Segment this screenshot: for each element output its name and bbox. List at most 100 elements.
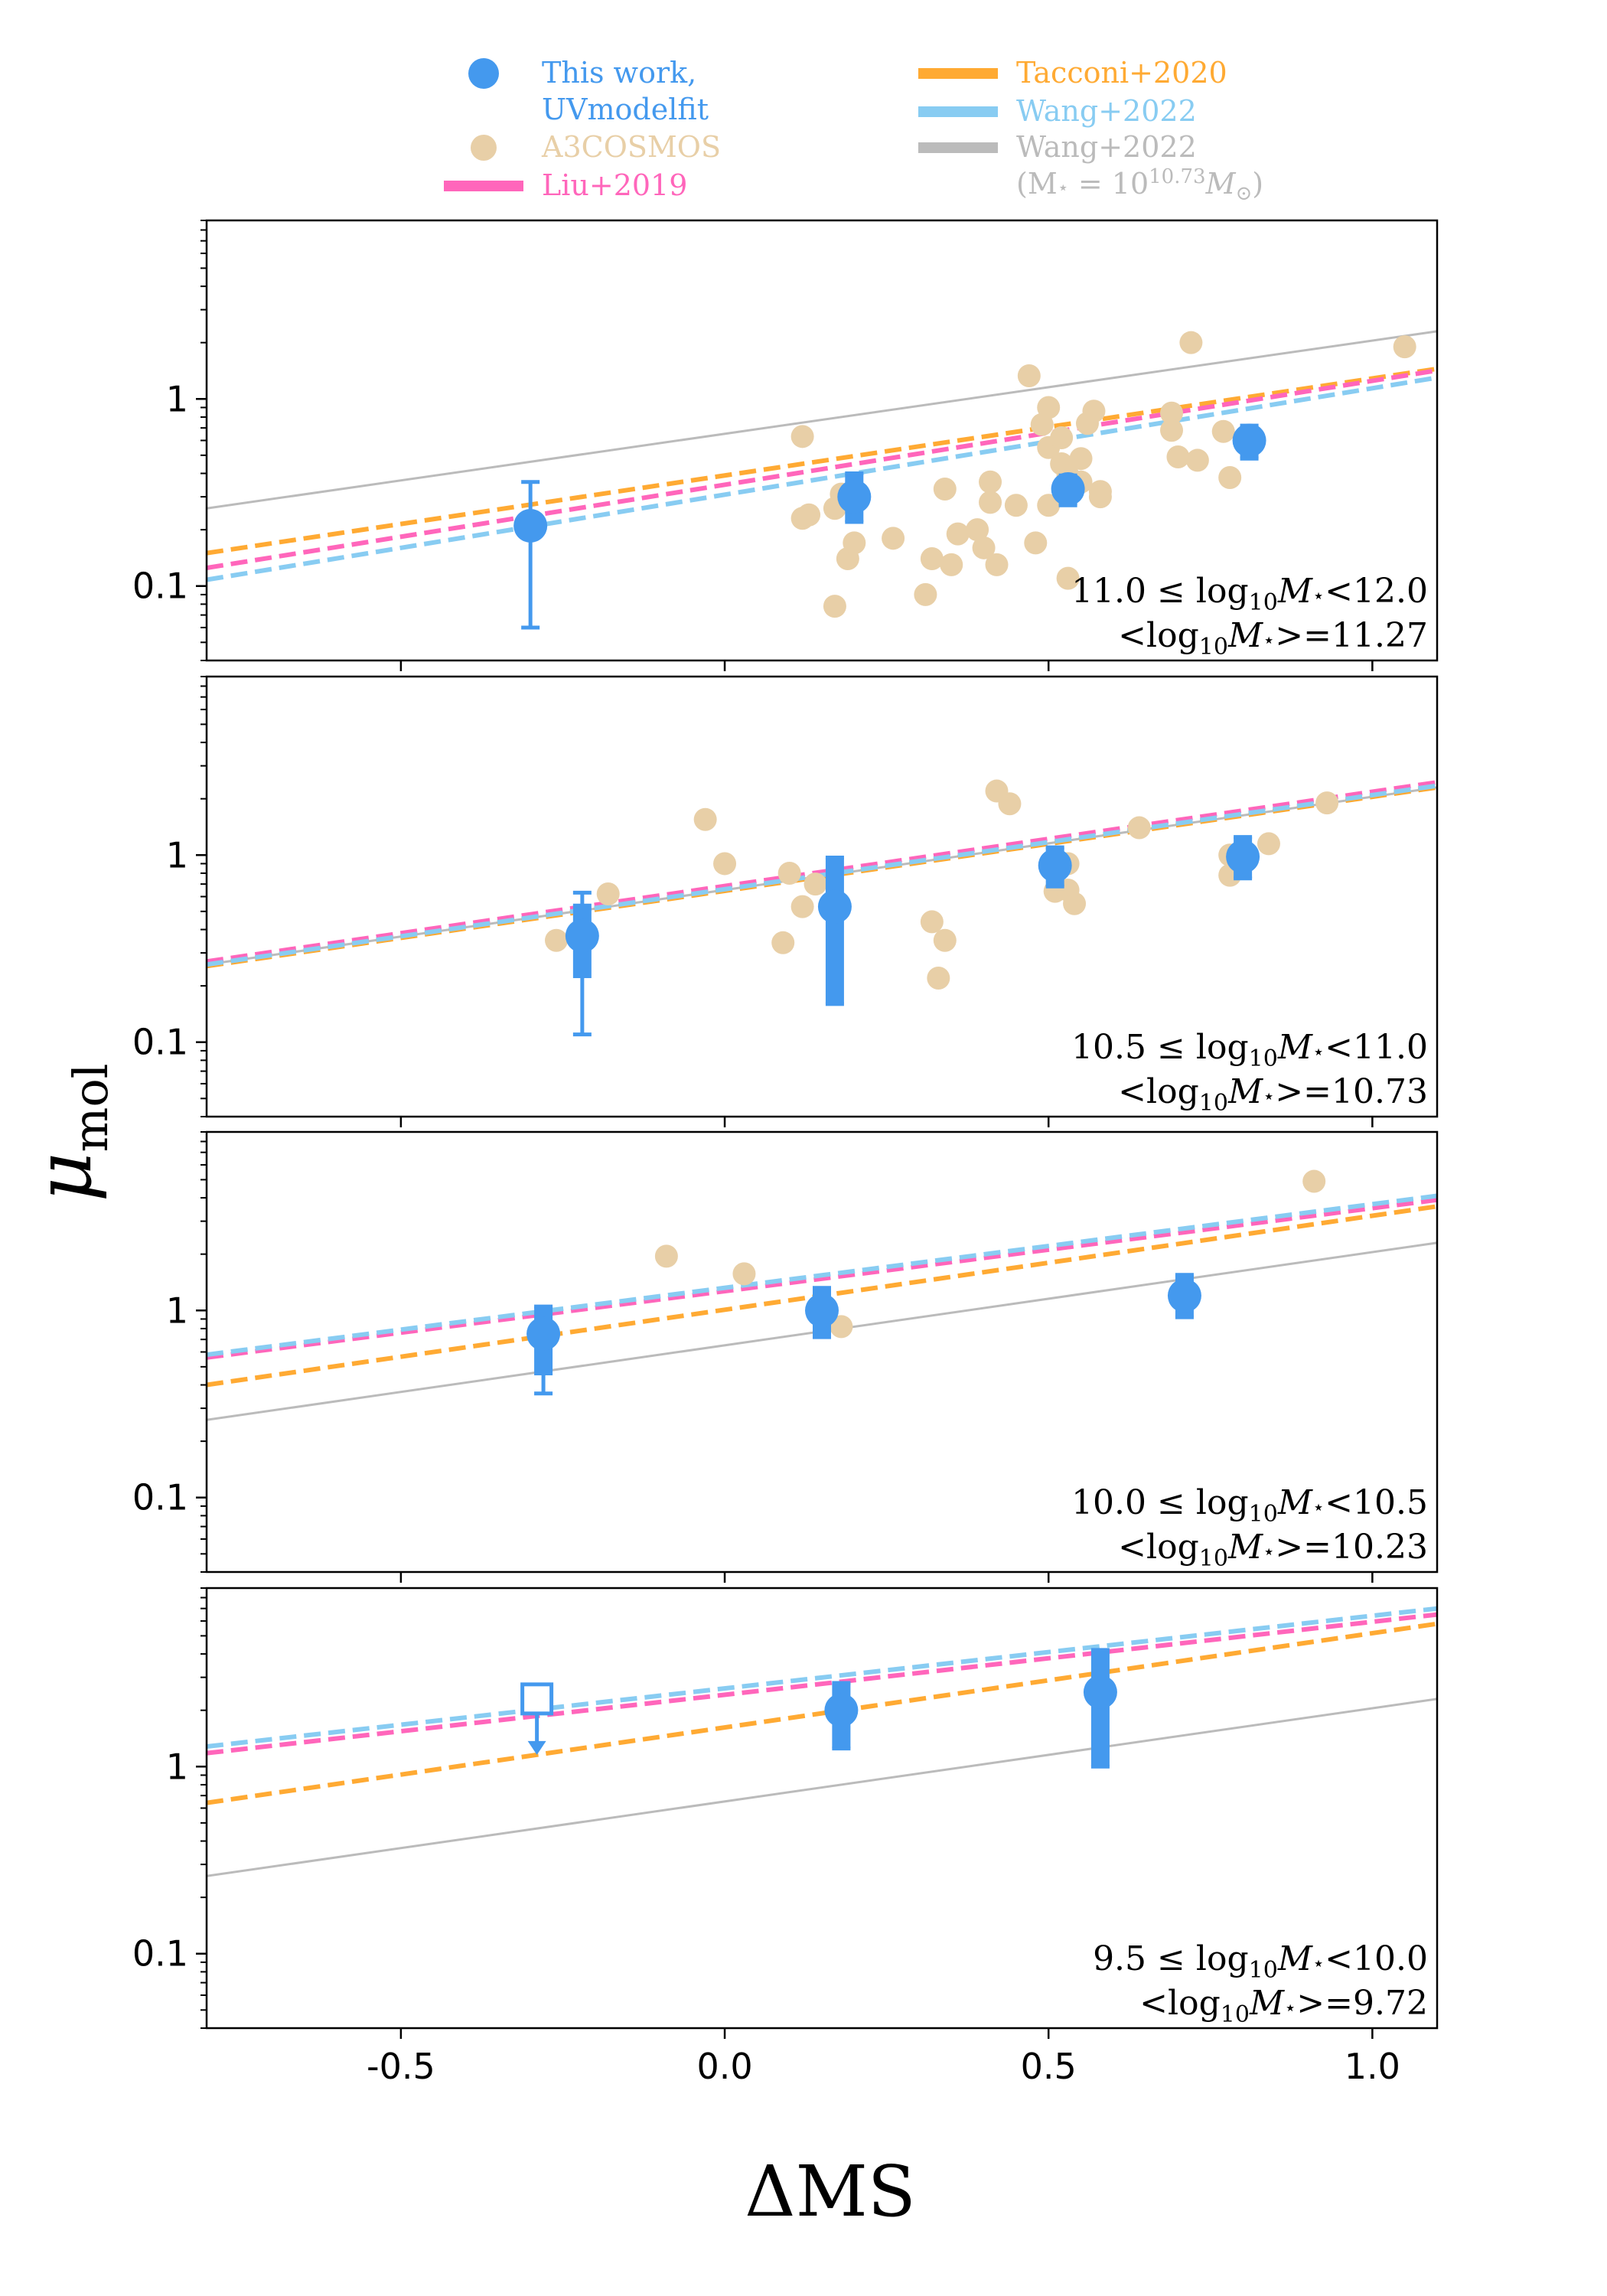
x-tick-label: 0.5 [1021, 2046, 1077, 2087]
this-work-marker [805, 1293, 839, 1328]
a3cosmos-point [693, 807, 717, 831]
legend-label-line2: UVmodelfit [542, 93, 709, 126]
relation-line-liu2019 [207, 368, 1437, 570]
a3cosmos-point [1069, 447, 1093, 471]
a3cosmos-point [823, 595, 846, 618]
text-span: M [1227, 1528, 1263, 1567]
legend-marker [468, 58, 499, 89]
text-span: <log [1118, 1072, 1199, 1111]
text-span: mol [63, 1064, 119, 1153]
text-span: log [1185, 1939, 1249, 1978]
this-work-point [817, 856, 852, 1006]
text-span: ⋆ [1312, 1952, 1325, 1975]
relation-line-tacconi2020 [207, 366, 1437, 556]
text-span: (M [1016, 167, 1058, 201]
x-tick-label: 0.0 [696, 2046, 752, 2087]
a3cosmos-point [920, 547, 944, 571]
relation-line-liu2019 [207, 1197, 1437, 1360]
text-span: 10 [1249, 1501, 1278, 1528]
a3cosmos-point [1063, 892, 1087, 915]
a3cosmos-point [933, 928, 957, 952]
a3cosmos-point [843, 531, 866, 555]
text-span: ≤ [1157, 1483, 1185, 1522]
legend-label: Liu+2019 [542, 168, 687, 202]
plot-area [207, 330, 1437, 630]
this-work-point [565, 890, 599, 1037]
text-span: 10 [1199, 634, 1228, 660]
text-span: ⊙ [1235, 182, 1252, 205]
this-work-point [1083, 1648, 1117, 1769]
relation-line-tacconi2020 [207, 1621, 1437, 1805]
a3cosmos-point [1088, 480, 1112, 504]
text-span: ⋆ [1263, 629, 1275, 652]
legend-label: A3COSMOS [541, 130, 721, 164]
text-span: 11.0 [1071, 572, 1157, 611]
y-tick-label: 0.1 [132, 566, 188, 607]
a3cosmos-point [1166, 445, 1190, 469]
relation-line-wang2022 [207, 375, 1437, 582]
y-axis-title-text: μmol [19, 1064, 119, 1202]
this-work-marker [526, 1316, 561, 1351]
text-span: <11.0 [1325, 1028, 1428, 1067]
y-tick-label: 1 [166, 834, 188, 876]
upper-limit-point [520, 1682, 554, 1755]
mean-mass-label: <log10M⋆>=10.23 [1118, 1528, 1428, 1572]
this-work-point [1167, 1273, 1201, 1319]
text-span: μ [19, 1152, 109, 1202]
a3cosmos-point [1315, 791, 1339, 815]
a3cosmos-point [713, 852, 737, 876]
text-span: 10 [1249, 1957, 1278, 1984]
plot-area [207, 1606, 1437, 1877]
legend-entry-wang2022_fixed: Wang+2022(M⋆ = 1010.73M⊙) [918, 130, 1263, 205]
legend-label: Wang+2022 [1016, 94, 1197, 128]
a3cosmos-point [1037, 494, 1061, 517]
text-span: 10 [1199, 1090, 1228, 1117]
this-work-point [837, 471, 872, 524]
legend: This work,UVmodelfit A3COSMOS Liu+2019 Tacc… [444, 56, 1263, 205]
text-span: 10.5 [1071, 1028, 1157, 1067]
legend-marker [471, 135, 497, 161]
a3cosmos-point [545, 928, 569, 952]
y-axis-title: μmol [19, 1064, 119, 1202]
y-tick-label: 0.1 [132, 1022, 188, 1063]
this-work-point [805, 1286, 839, 1339]
text-span: ⋆ [1312, 1041, 1325, 1064]
text-span: <12.0 [1325, 572, 1428, 611]
text-span: ⋆ [1058, 177, 1069, 198]
text-span: 10 [1249, 589, 1278, 616]
text-span: M [1277, 1483, 1313, 1522]
a3cosmos-point [920, 910, 944, 934]
this-work-marker [1226, 840, 1260, 874]
a3cosmos-point [1024, 531, 1048, 555]
a3cosmos-point [1056, 566, 1080, 590]
y-tick-label: 1 [166, 1290, 188, 1331]
text-span: 10 [1249, 1045, 1278, 1072]
this-work-point [1051, 471, 1085, 507]
a3cosmos-point [1037, 396, 1061, 419]
legend-label: Wang+2022 [1016, 130, 1197, 164]
relation-line-wang2022 [207, 1193, 1437, 1358]
this-work-point [1226, 835, 1260, 881]
a3cosmos-point [1160, 419, 1184, 442]
this-work-marker [1038, 848, 1072, 882]
a3cosmos-point [790, 425, 814, 448]
text-span: ≤ [1157, 1028, 1185, 1067]
legend-entry-tacconi2020: Tacconi+2020 [918, 56, 1227, 90]
this-work-marker [565, 918, 599, 953]
legend-label-line2: (M⋆ = 1010.73M⊙) [1016, 165, 1263, 205]
text-span: 9.5 [1093, 1939, 1157, 1978]
text-span: ≤ [1157, 1939, 1185, 1978]
a3cosmos-point [790, 895, 814, 918]
a3cosmos-point [940, 553, 963, 576]
a3cosmos-point [1218, 465, 1242, 489]
this-work-marker [1083, 1675, 1117, 1709]
y-tick-label: 1 [166, 1746, 188, 1787]
this-work-marker [824, 1693, 859, 1727]
this-work-marker [1167, 1278, 1201, 1313]
a3cosmos-point [933, 477, 957, 501]
a3cosmos-point [998, 792, 1022, 816]
text-span: 10.0 [1071, 1483, 1157, 1522]
a3cosmos-point [771, 931, 795, 954]
